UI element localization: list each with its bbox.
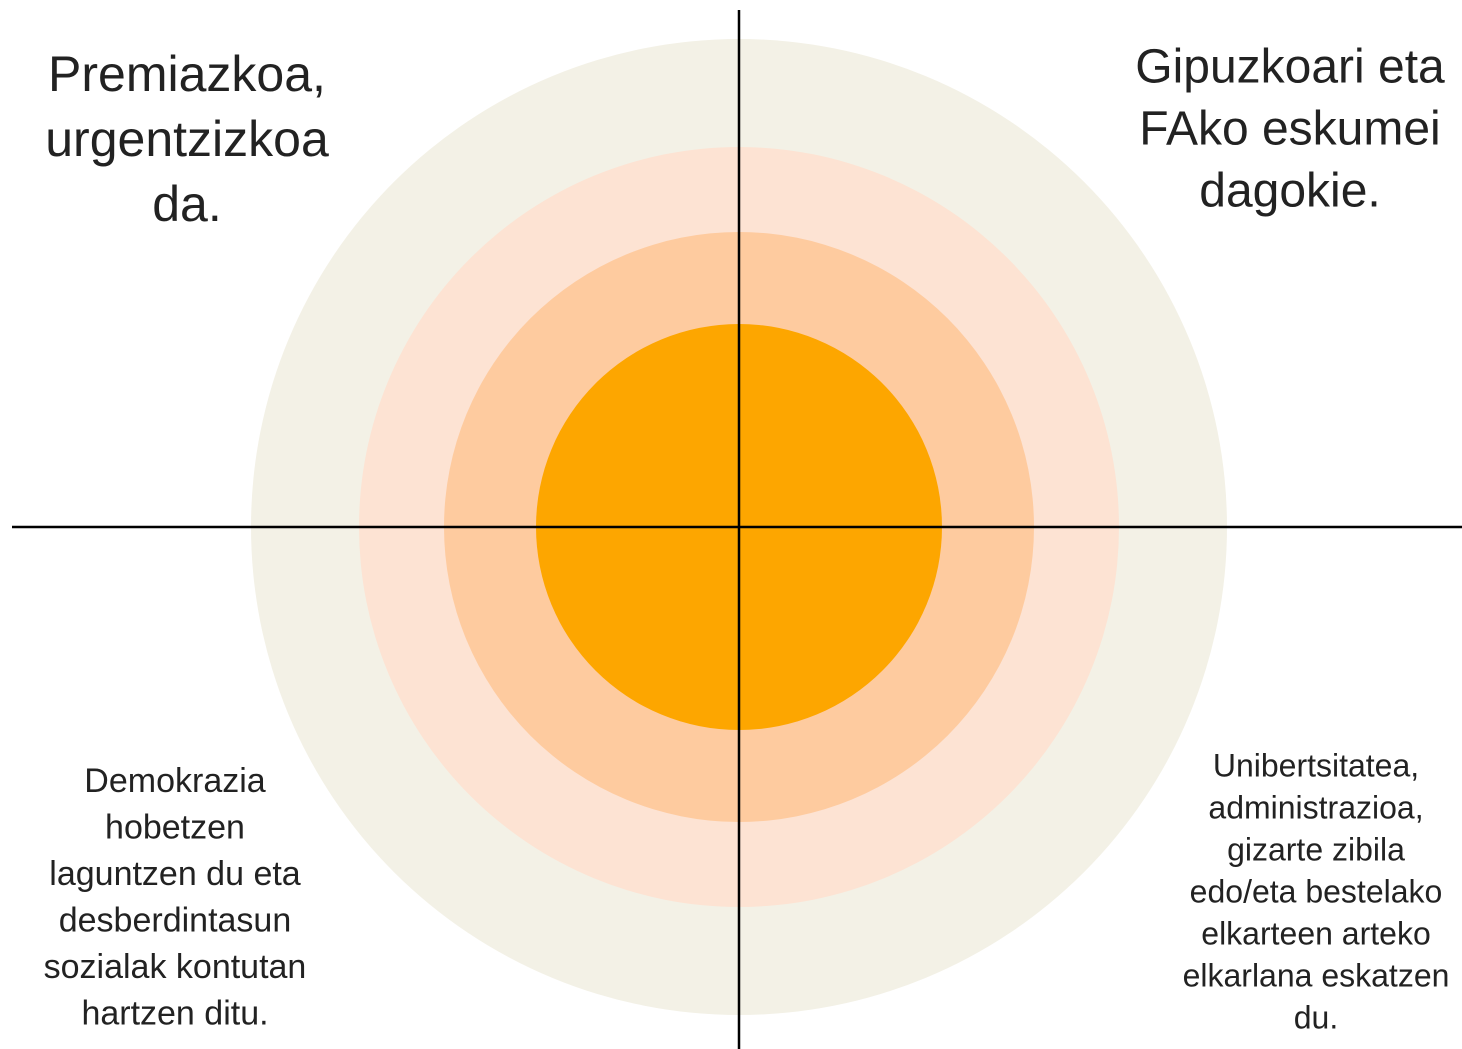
quadrant-text-line: da. — [152, 176, 222, 232]
quadrant-text-line: desberdintasun — [59, 901, 292, 939]
quadrant-text-line: Premiazkoa, — [48, 46, 326, 102]
labels: Premiazkoa, urgentzizkoa da. Gipuzkoari eta… — [44, 41, 1450, 1036]
quadrant-text-line: elkarteen arteko — [1201, 915, 1430, 951]
quadrant-text-line: laguntzen du eta — [49, 855, 301, 893]
quadrant-text-line: hobetzen — [105, 808, 245, 846]
quadrant-text-line: hartzen ditu. — [81, 994, 268, 1032]
quadrant-text-line: gizarte zibila — [1227, 831, 1405, 867]
quadrant-text-line: sozialak kontutan — [44, 948, 307, 986]
quadrant-text-line: administrazioa, — [1208, 789, 1423, 825]
quadrant-text-line: dagokie. — [1199, 165, 1380, 218]
quadrant-text-line: du. — [1294, 999, 1338, 1035]
quadrant-text-line: Demokrazia — [84, 762, 265, 800]
quadrant-text-line: edo/eta bestelako — [1190, 873, 1443, 909]
quadrant-text-line: elkarlana eskatzen — [1183, 957, 1450, 993]
quadrant-text-line: Gipuzkoari eta — [1135, 41, 1445, 94]
quadrant-text-line: Unibertsitatea, — [1213, 747, 1419, 783]
quadrant-text-line: urgentzizkoa — [45, 111, 329, 167]
quadrant-text-line: FAko eskumei — [1139, 103, 1440, 156]
